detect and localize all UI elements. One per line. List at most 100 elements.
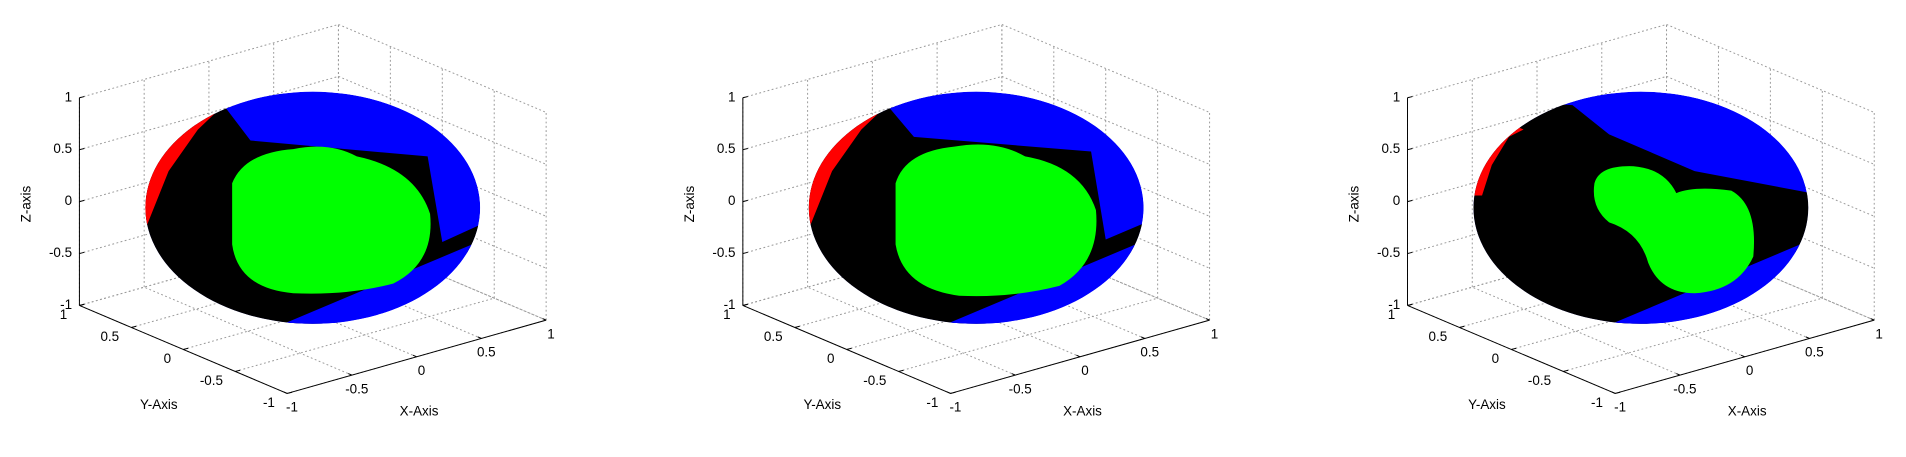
x-tick-label: -1 xyxy=(286,400,298,415)
y-tick xyxy=(1511,347,1517,350)
z-tick-label: 1 xyxy=(1393,89,1400,104)
y-tick-label: -1 xyxy=(926,395,938,410)
axes: -1-0.500.51-1-0.500.51-1-0.500.51X-AxisY… xyxy=(682,89,1218,418)
y-tick xyxy=(183,347,189,350)
x-tick-label: 0.5 xyxy=(1805,345,1824,360)
z-tick xyxy=(79,303,85,306)
x-tick-label: 1 xyxy=(1875,326,1882,341)
z-tick-label: 0 xyxy=(1393,193,1400,208)
x-axis-line xyxy=(286,319,547,394)
grid-line xyxy=(1666,24,1875,113)
z-tick xyxy=(742,96,748,99)
axes: -1-0.500.51-1-0.500.51-1-0.500.51X-AxisY… xyxy=(18,89,554,418)
y-axis-label: Y-Axis xyxy=(1468,397,1506,412)
axes-panel: -1-0.500.51-1-0.500.51-1-0.500.51X-AxisY… xyxy=(1347,23,1883,418)
z-tick xyxy=(1407,96,1413,99)
y-tick-label: 0 xyxy=(1492,351,1499,366)
grid-line xyxy=(1472,286,1681,376)
y-tick xyxy=(846,347,852,350)
y-tick-label: 0 xyxy=(164,351,171,366)
y-axis-line xyxy=(79,305,288,394)
y-tick-label: 1 xyxy=(723,307,730,322)
z-axis-label: Z-axis xyxy=(18,186,33,223)
x-axis-label: X-Axis xyxy=(1728,403,1767,418)
y-tick-label: 1 xyxy=(60,307,67,322)
x-axis-line xyxy=(950,319,1210,394)
z-tick xyxy=(1407,147,1413,151)
axes-panel: -1-0.500.51-1-0.500.51-1-0.500.51X-AxisY… xyxy=(18,23,555,418)
y-tick-label: -1 xyxy=(263,395,275,410)
grid-line xyxy=(1407,23,1667,99)
z-tick xyxy=(742,147,748,151)
axes-panel: -1-0.500.51-1-0.500.51-1-0.500.51X-AxisY… xyxy=(682,23,1218,418)
z-tick xyxy=(1407,303,1413,306)
z-tick-label: 0 xyxy=(728,193,735,208)
y-tick-label: 0.5 xyxy=(764,329,783,344)
axes: -1-0.500.51-1-0.500.51-1-0.500.51X-AxisY… xyxy=(1347,89,1883,418)
x-tick-label: -0.5 xyxy=(345,381,368,396)
z-tick xyxy=(79,147,85,151)
z-tick xyxy=(742,303,748,306)
x-tick-label: 0.5 xyxy=(477,345,496,360)
grid-line xyxy=(807,286,1016,376)
y-tick xyxy=(235,369,241,372)
x-tick-label: -1 xyxy=(949,400,961,415)
y-tick-label: -1 xyxy=(1591,395,1603,410)
x-tick-label: 1 xyxy=(1211,326,1218,341)
z-tick xyxy=(79,199,85,203)
z-tick xyxy=(79,251,85,255)
grid-line xyxy=(1001,75,1210,165)
z-axis-label: Z-axis xyxy=(1347,186,1362,223)
region-green xyxy=(895,144,1097,297)
y-tick-label: 0.5 xyxy=(1429,329,1448,344)
sphere xyxy=(145,91,481,324)
grid-line xyxy=(1001,24,1210,113)
x-tick-label: -1 xyxy=(1614,400,1626,415)
y-tick-label: -0.5 xyxy=(200,373,223,388)
region-blue-band xyxy=(262,239,481,324)
z-axis-label: Z-axis xyxy=(682,186,697,223)
grid-line xyxy=(338,75,547,165)
y-tick xyxy=(1563,369,1569,372)
z-tick-label: -1 xyxy=(60,297,72,312)
x-tick-label: -0.5 xyxy=(1009,381,1032,396)
x-tick-label: 0.5 xyxy=(1140,345,1159,360)
z-tick-label: 0.5 xyxy=(1382,141,1401,156)
y-tick-label: -0.5 xyxy=(1528,373,1551,388)
y-axis-label: Y-Axis xyxy=(803,397,841,412)
z-tick xyxy=(79,96,85,99)
region-blue-band xyxy=(926,239,1144,324)
z-tick-label: -1 xyxy=(724,297,736,312)
y-tick-label: 0 xyxy=(827,351,834,366)
x-axis-label: X-Axis xyxy=(400,403,439,418)
y-axis-label: Y-Axis xyxy=(140,397,178,412)
y-tick-label: 0.5 xyxy=(100,329,119,344)
x-tick-label: 0 xyxy=(1081,363,1088,378)
grid-line xyxy=(143,286,353,376)
z-tick-label: -0.5 xyxy=(1377,245,1400,260)
y-tick xyxy=(794,325,800,328)
z-tick-label: 0.5 xyxy=(717,141,736,156)
z-tick xyxy=(1407,251,1413,255)
grid-line xyxy=(79,23,339,99)
y-tick-label: -0.5 xyxy=(863,373,886,388)
y-axis-line xyxy=(1407,305,1616,394)
x-tick-label: 1 xyxy=(547,326,554,341)
y-tick xyxy=(898,369,904,372)
y-axis-line xyxy=(742,305,951,394)
z-tick-label: 0.5 xyxy=(53,141,72,156)
z-tick-label: -0.5 xyxy=(49,245,72,260)
z-tick-label: -1 xyxy=(1388,297,1400,312)
z-tick-label: 1 xyxy=(65,89,72,104)
x-tick-label: -0.5 xyxy=(1673,381,1696,396)
z-tick xyxy=(742,251,748,255)
region-green xyxy=(1593,166,1755,294)
grid-line xyxy=(1666,75,1875,165)
y-tick xyxy=(131,325,137,328)
region-green xyxy=(232,146,431,294)
z-tick-label: 0 xyxy=(65,193,72,208)
grid-line xyxy=(742,23,1003,99)
x-tick-label: 0 xyxy=(418,363,425,378)
region-blue-band xyxy=(1590,239,1809,324)
